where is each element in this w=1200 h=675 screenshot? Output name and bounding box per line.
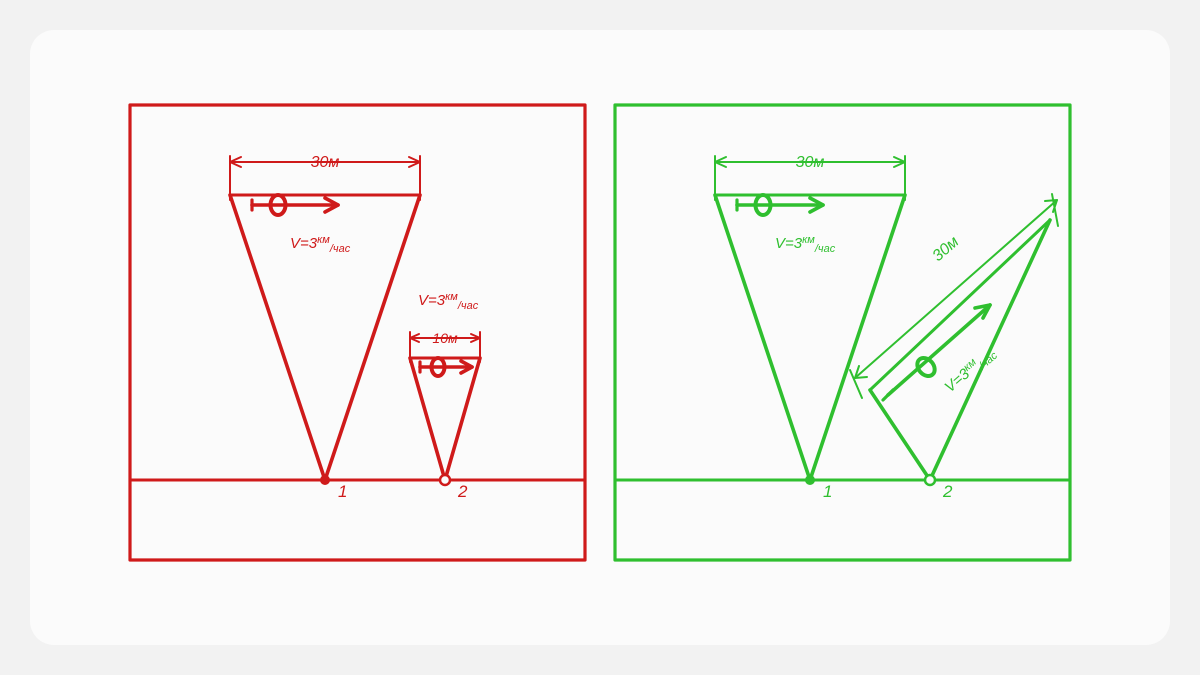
right-cone1-velocity: V=3км/час [775, 234, 836, 255]
right-point-2 [925, 475, 935, 485]
right-panel: 30м V=3км/час 30м V=3км/час [615, 105, 1070, 560]
left-cone2-velocity: V=3км/час [418, 291, 479, 312]
diagram-card: 30м V=3км/час 10м V=3км/час 1 2 [30, 30, 1170, 645]
left-point-2-label: 2 [457, 482, 468, 501]
left-frame [130, 105, 585, 560]
right-point-2-label: 2 [942, 482, 953, 501]
right-cone2-dim-label: 30м [929, 233, 962, 265]
left-point-2 [440, 475, 450, 485]
left-point-1 [320, 475, 330, 485]
right-cone-1 [715, 156, 905, 480]
left-cone1-velocity: V=3км/час [290, 234, 351, 255]
left-panel: 30м V=3км/час 10м V=3км/час 1 2 [130, 105, 585, 560]
right-point-1 [805, 475, 815, 485]
right-cone1-dim-label: 30м [796, 154, 825, 171]
right-frame [615, 105, 1070, 560]
left-cone1-dim-label: 30м [311, 154, 340, 171]
left-cone-1 [230, 156, 420, 480]
right-point-1-label: 1 [823, 482, 832, 501]
left-point-1-label: 1 [338, 482, 347, 501]
left-cone2-dim-label: 10м [432, 330, 458, 346]
diagram-svg: 30м V=3км/час 10м V=3км/час 1 2 [30, 30, 1170, 645]
left-cone-2 [410, 332, 480, 480]
